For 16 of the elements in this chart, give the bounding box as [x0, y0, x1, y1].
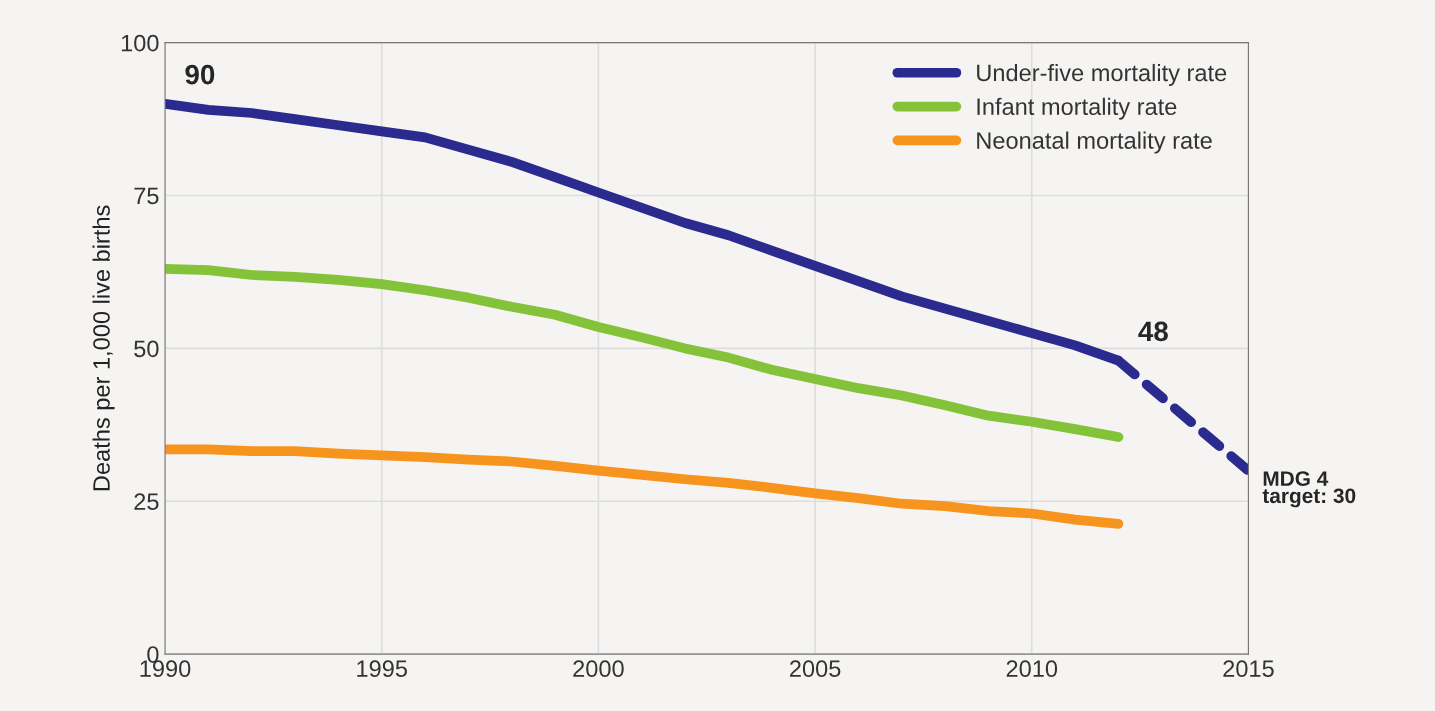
x-tick-label: 2005	[790, 660, 841, 678]
y-tick-label: 50	[134, 340, 159, 358]
x-tick-label: 1995	[357, 660, 407, 678]
legend-label: Under-five mortality rate	[977, 63, 1227, 86]
annotation: MDG 4 target: 30	[1262, 471, 1356, 508]
y-tick-label: 100	[121, 34, 159, 52]
y-tick-label: 25	[134, 493, 159, 511]
y-tick-label: 75	[134, 187, 159, 205]
legend-label: Infant mortality rate	[977, 97, 1177, 120]
legend-label: Neonatal mortality rate	[977, 131, 1212, 154]
x-tick-label: 2015	[1223, 660, 1274, 678]
x-tick-label: 2010	[1006, 660, 1058, 678]
annotation: 48	[1138, 321, 1168, 342]
y-axis-title: Deaths per 1,000 live births	[92, 205, 115, 491]
x-tick-label: 2000	[573, 660, 624, 678]
annotation: 90	[185, 64, 215, 85]
